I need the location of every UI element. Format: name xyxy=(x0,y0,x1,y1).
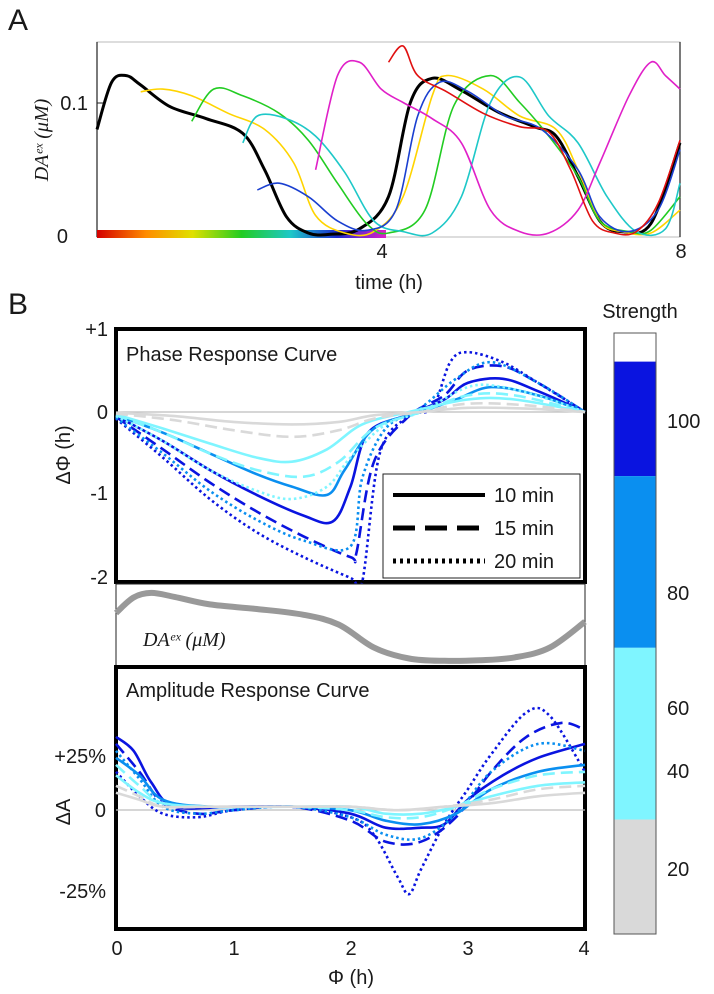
prc-series-6 xyxy=(115,392,586,479)
timecourse-series-3 xyxy=(242,75,681,237)
legend-label-20min: 20 min xyxy=(494,551,554,573)
strength-colorbar xyxy=(614,361,656,934)
arc-ytick-0: 0 xyxy=(95,800,106,822)
panel-a-xtick-8: 8 xyxy=(675,241,686,263)
stimulus-time-colorbar xyxy=(97,230,386,238)
arc-series xyxy=(114,706,587,896)
prc-series-1 xyxy=(115,364,586,564)
prc-ytick-minus2: -2 xyxy=(90,567,108,589)
da-strip-series xyxy=(113,589,587,664)
panel-b-label: B xyxy=(8,288,28,321)
prc-ytick-0: 0 xyxy=(97,402,108,424)
colorbar-tick-40: 40 xyxy=(667,761,689,783)
arc-ylabel: ΔA xyxy=(53,798,75,825)
prc-series-9 xyxy=(115,406,586,426)
timecourse-series-4 xyxy=(257,80,681,233)
xtick-0: 0 xyxy=(111,938,122,960)
colorbar-tick-80: 80 xyxy=(667,583,689,605)
colorbar-band-0 xyxy=(614,361,656,477)
panel-a-plot xyxy=(95,41,682,238)
prc-series xyxy=(115,350,586,593)
colorbar-band-1 xyxy=(614,476,656,648)
da-strip-label: DAᵉˣ (μM) xyxy=(142,629,226,651)
panel-a-ytick-0: 0 xyxy=(57,226,68,248)
timecourse-series-2 xyxy=(191,74,681,235)
timecourse-series-0 xyxy=(95,73,682,237)
panel-a-ytick-01: 0.1 xyxy=(60,93,88,115)
prc-series-5 xyxy=(115,383,586,501)
timecourse-series-6 xyxy=(387,45,681,236)
panel-a-series xyxy=(95,45,682,237)
prc-series-8 xyxy=(115,401,586,439)
xtick-2: 2 xyxy=(345,938,356,960)
prc-ytick-minus1: -1 xyxy=(90,483,108,505)
colorbar-band-3 xyxy=(614,819,656,934)
prc-ylabel: ΔΦ (h) xyxy=(53,425,75,484)
timecourse-series-5 xyxy=(314,59,681,236)
panel-a-label: A xyxy=(8,4,28,37)
panel-a-xlabel: time (h) xyxy=(355,272,423,294)
arc-title: Amplitude Response Curve xyxy=(126,680,369,702)
arc-series-6 xyxy=(115,774,586,816)
colorbar-tick-20: 20 xyxy=(667,859,689,881)
panel-b-xlabel: Φ (h) xyxy=(328,967,374,989)
arc-panel-frame xyxy=(114,665,587,931)
colorbar-tick-100: 100 xyxy=(667,411,700,433)
prc-title: Phase Response Curve xyxy=(126,344,337,366)
colorbar-tick-60: 60 xyxy=(667,698,689,720)
colorbar-title: Strength xyxy=(602,301,678,323)
legend-label-10min: 10 min xyxy=(494,485,554,507)
panel-a-xtick-4: 4 xyxy=(376,241,387,263)
prc-series-7 xyxy=(115,396,586,464)
prc-ytick-plus1: +1 xyxy=(85,319,108,341)
arc-ytick-minus25: -25% xyxy=(59,881,106,903)
arc-ytick-plus25: +25% xyxy=(54,746,106,768)
arc-series-8 xyxy=(115,791,586,812)
prc-series-2 xyxy=(115,377,586,525)
xtick-1: 1 xyxy=(228,938,239,960)
xtick-3: 3 xyxy=(462,938,473,960)
colorbar-border xyxy=(613,332,657,935)
da-series-0 xyxy=(113,589,587,664)
panel-a-ylabel: DAᵉˣ (μM) xyxy=(31,98,53,182)
xtick-4: 4 xyxy=(578,938,589,960)
da-strip-frame xyxy=(115,583,586,667)
legend-label-15min: 15 min xyxy=(494,518,554,540)
arc-series-0 xyxy=(115,706,587,896)
colorbar-band-2 xyxy=(614,647,656,820)
arc-series-1 xyxy=(115,735,586,831)
duration-legend: 10 min 15 min 20 min xyxy=(382,473,581,579)
